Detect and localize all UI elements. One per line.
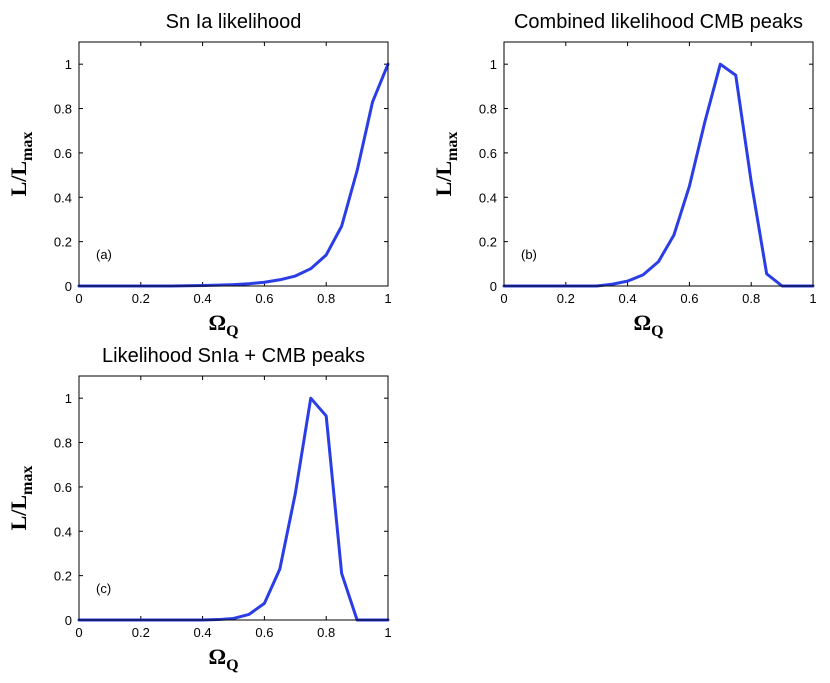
- plot-frame: [78, 41, 389, 287]
- y-axis-label: L/Lmax: [431, 132, 461, 197]
- x-tick-label: 0.2: [132, 291, 150, 306]
- y-tick-label: 0.4: [54, 524, 72, 539]
- x-axis-label: ΩQ: [208, 644, 238, 674]
- y-tick-label: 0: [490, 279, 497, 294]
- x-tick-label: 0.8: [317, 291, 335, 306]
- x-axis-label-subscript: Q: [226, 657, 238, 674]
- y-tick-label: 0.2: [479, 235, 497, 250]
- y-tick-label: 0: [65, 613, 72, 628]
- y-tick-label: 0.2: [54, 569, 72, 584]
- x-tick-label: 0: [75, 625, 82, 640]
- y-tick-label: 0.8: [54, 436, 72, 451]
- y-tick-label: 0.6: [479, 146, 497, 161]
- y-tick-label: 1: [65, 391, 72, 406]
- x-tick-label: 0.2: [557, 291, 575, 306]
- y-tick-label: 0.4: [479, 190, 497, 205]
- chart-title: Sn Ia likelihood: [166, 11, 302, 33]
- x-tick-label: 0: [500, 291, 507, 306]
- panel-a: Sn Ia likelihood 0 0.2 0.4 0.6 0.8 1 0 0.2 0.4 0.6…: [6, 11, 392, 340]
- x-axis-label-subscript: Q: [226, 323, 238, 340]
- y-axis-label: L/Lmax: [6, 132, 36, 197]
- y-tick-label: 0.8: [54, 102, 72, 117]
- y-tick-label: 0.2: [54, 235, 72, 250]
- y-axis-label-subscript: max: [444, 132, 461, 161]
- likelihood-line: [502, 62, 815, 288]
- x-tick-label: 0: [75, 291, 82, 306]
- panel-label: (b): [521, 247, 537, 262]
- x-tick-label: 0.8: [317, 625, 335, 640]
- x-tick-label: 0.2: [132, 625, 150, 640]
- x-tick-label: 0.4: [619, 291, 637, 306]
- y-axis-label-subscript: max: [19, 132, 36, 161]
- plot-frame: [503, 41, 814, 287]
- y-tick-label: 0: [65, 279, 72, 294]
- y-tick-label: 0.8: [479, 102, 497, 117]
- x-tick-label: 0.6: [680, 291, 698, 306]
- panel-label: (a): [96, 247, 112, 262]
- y-tick-label: 1: [65, 57, 72, 72]
- plot-frame: [78, 375, 389, 621]
- y-tick-label: 0.4: [54, 190, 72, 205]
- x-axis-label: ΩQ: [633, 310, 663, 340]
- y-axis-label-subscript: max: [19, 466, 36, 495]
- chart-title: Likelihood SnIa + CMB peaks: [102, 345, 365, 367]
- x-tick-label: 0.6: [255, 291, 273, 306]
- x-axis-label-subscript: Q: [651, 323, 663, 340]
- panel-c: Likelihood SnIa + CMB peaks 0 0.2 0.4 0.6 0.8…: [6, 345, 392, 674]
- likelihood-line: [77, 62, 390, 288]
- panel-label: (c): [96, 581, 111, 596]
- likelihood-line: [77, 396, 390, 622]
- x-tick-label: 1: [384, 291, 391, 306]
- y-tick-label: 0.6: [54, 480, 72, 495]
- y-axis-label: L/Lmax: [6, 466, 36, 531]
- panel-b: Combined likelihood CMB peaks 0 0.2 0.4 0.6 0…: [431, 11, 817, 340]
- x-tick-label: 1: [809, 291, 816, 306]
- x-tick-label: 0.4: [194, 625, 212, 640]
- x-tick-label: 0.8: [742, 291, 760, 306]
- x-tick-label: 0.6: [255, 625, 273, 640]
- x-axis-label: ΩQ: [208, 310, 238, 340]
- x-tick-label: 1: [384, 625, 391, 640]
- chart-title: Combined likelihood CMB peaks: [514, 11, 803, 33]
- y-tick-label: 1: [490, 57, 497, 72]
- x-tick-label: 0.4: [194, 291, 212, 306]
- y-tick-label: 0.6: [54, 146, 72, 161]
